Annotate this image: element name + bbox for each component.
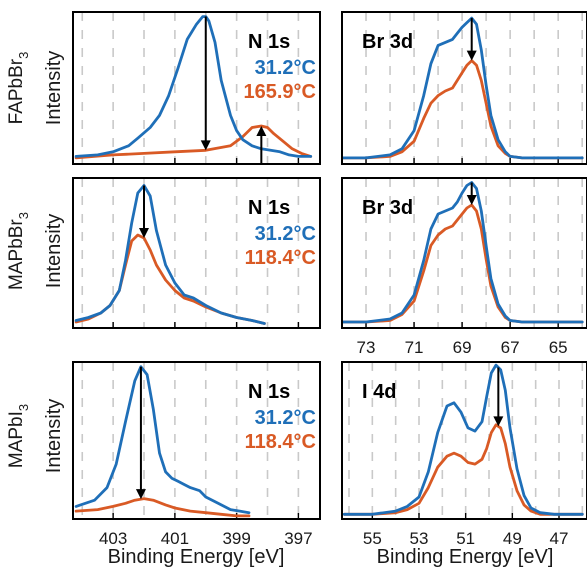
x-tick-label: 55 bbox=[363, 529, 382, 548]
arrow-head-down bbox=[139, 228, 150, 238]
panel-frame bbox=[341, 361, 587, 520]
panel-frame bbox=[72, 11, 321, 165]
x-tick-label: 69 bbox=[453, 338, 472, 357]
x-tick-label: 67 bbox=[501, 338, 520, 357]
arrow-head-down bbox=[135, 489, 146, 500]
series-lines bbox=[74, 365, 251, 518]
row-label-subscript: 3 bbox=[16, 212, 31, 219]
panel-mapbi3-i4d: 55 53 51 49 47 I 4d bbox=[341, 361, 587, 548]
legend-entry-high-temp: 118.4°C bbox=[245, 431, 316, 453]
panel-frame bbox=[72, 361, 321, 520]
series-lines bbox=[342, 16, 584, 160]
row-labels: FAPbBr3 MAPbBr3 MAPbI3 bbox=[6, 52, 31, 468]
series-line-high-temp bbox=[342, 423, 584, 516]
arrow-head-down bbox=[493, 416, 504, 427]
panel-frame bbox=[341, 177, 587, 329]
row-label-main: FAPbBr bbox=[6, 58, 27, 124]
row-label-main: MAPbBr bbox=[6, 219, 27, 290]
x-tick-label: 65 bbox=[549, 338, 568, 357]
x-tick-label: 399 bbox=[222, 529, 250, 548]
row-label-mapbbr3: MAPbBr3 bbox=[6, 212, 31, 290]
legend-entry-high-temp: 165.9°C bbox=[244, 81, 317, 103]
arrow-head-down bbox=[466, 50, 477, 61]
x-tick-label: 51 bbox=[456, 529, 475, 548]
series-lines bbox=[74, 15, 313, 160]
x-tick-label: 401 bbox=[161, 529, 189, 548]
series-line-low-temp bbox=[74, 365, 251, 515]
legend-entry-low-temp: 31.2°C bbox=[255, 57, 316, 79]
arrow-head-up bbox=[256, 126, 267, 136]
x-axis-title-left: Binding Energy [eV] bbox=[108, 546, 285, 568]
x-tick-label: 73 bbox=[357, 338, 376, 357]
row-label-subscript: 3 bbox=[16, 404, 31, 411]
panel-fapbbr3-br3d: Br 3d bbox=[341, 11, 587, 165]
series-line-high-temp bbox=[74, 497, 251, 518]
x-tick-label: 47 bbox=[550, 529, 569, 548]
series-lines bbox=[342, 181, 584, 324]
legend-entry-high-temp: 118.4°C bbox=[245, 247, 316, 269]
core-level-label: Br 3d bbox=[362, 197, 413, 219]
y-axis-title: Intensity bbox=[43, 51, 65, 125]
series-line-low-temp bbox=[74, 15, 313, 158]
x-tick-label: 49 bbox=[503, 529, 522, 548]
series-lines bbox=[342, 363, 584, 516]
x-axis-title-right: Binding Energy [eV] bbox=[377, 546, 554, 568]
core-level-label: Br 3d bbox=[362, 31, 413, 53]
arrow-head-down bbox=[200, 140, 211, 151]
arrow-head-down bbox=[466, 195, 477, 205]
row-label-fapbbr3: FAPbBr3 bbox=[6, 52, 31, 125]
series-line-low-temp bbox=[342, 181, 584, 324]
panel-frame bbox=[72, 177, 321, 329]
series-line-high-temp bbox=[74, 124, 313, 160]
y-axis-title: Intensity bbox=[43, 399, 65, 473]
legend-entry-low-temp: 31.2°C bbox=[255, 223, 316, 245]
core-level-label: I 4d bbox=[362, 381, 396, 403]
x-tick-label: 403 bbox=[99, 529, 127, 548]
y-axis-title: Intensity bbox=[43, 214, 65, 288]
x-tick-label: 71 bbox=[405, 338, 424, 357]
x-tick-label: 397 bbox=[284, 529, 312, 548]
series-line-low-temp bbox=[342, 363, 584, 516]
series-line-low-temp bbox=[74, 184, 266, 325]
row-label-subscript: 3 bbox=[16, 52, 31, 59]
panel-mapbbr3-br3d: 73 71 69 67 65 Br 3d bbox=[341, 177, 587, 357]
panel-frame bbox=[341, 11, 587, 165]
core-level-label: N 1s bbox=[248, 381, 290, 403]
series-lines bbox=[74, 184, 266, 325]
legend-entry-low-temp: 31.2°C bbox=[255, 407, 316, 429]
row-label-main: MAPbI bbox=[6, 411, 27, 468]
core-level-label: N 1s bbox=[248, 31, 290, 53]
series-line-low-temp bbox=[342, 16, 584, 160]
row-label-mapbi3: MAPbI3 bbox=[6, 404, 31, 468]
x-tick-label: 53 bbox=[410, 529, 429, 548]
core-level-label: N 1s bbox=[248, 197, 290, 219]
